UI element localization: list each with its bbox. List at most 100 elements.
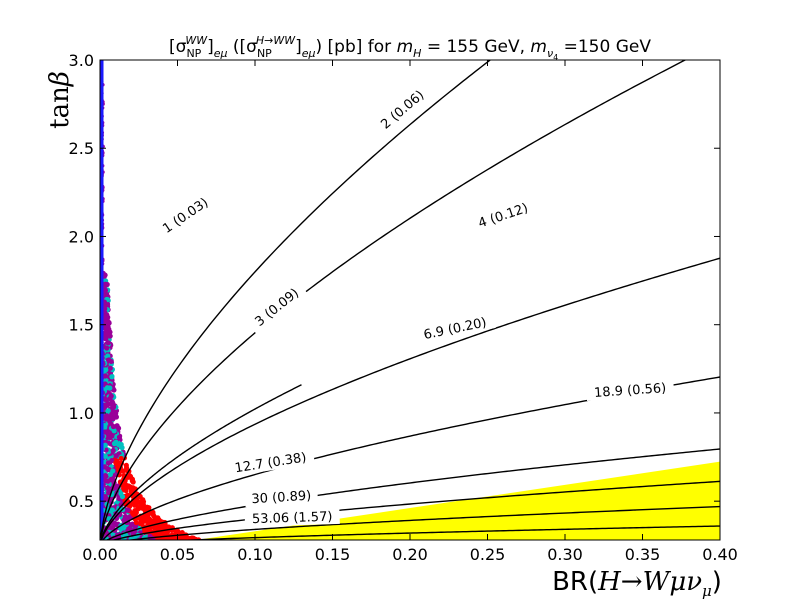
x-tick-label: 0.35 [625, 545, 661, 564]
scatter-point [151, 518, 157, 525]
scatter-point [123, 462, 129, 468]
y-tick-label: 3.0 [69, 51, 94, 70]
scatter-point [131, 502, 137, 508]
scatter-point [123, 486, 129, 493]
x-tick-label: 0.10 [237, 545, 273, 564]
plot-area: 1 (0.03) 2 (0.06) 3 (0.09) 4 (0.12) 6.9 (0.2… [100, 60, 720, 540]
scatter-point [109, 374, 115, 380]
contour-label-bg [414, 312, 496, 345]
scatter-point [113, 521, 120, 528]
x-tick-label: 0.20 [392, 545, 428, 564]
contour-line [125, 505, 720, 540]
scatter-point [106, 357, 112, 363]
scatter-point [105, 340, 111, 346]
scatter-point [143, 527, 149, 533]
contour-label-bg [246, 280, 308, 334]
scatter-point [133, 519, 139, 526]
scatter-point [118, 455, 124, 462]
scatter-point [128, 486, 135, 493]
x-tick-label: 0.25 [470, 545, 506, 564]
scatter-points [100, 76, 202, 540]
scatter-point [145, 513, 151, 519]
contour-label: 53.06 (1.57) [252, 510, 333, 528]
x-tick-label: 0.05 [160, 545, 196, 564]
x-axis-label: BR(H→Wμνμ) [552, 567, 722, 600]
contour-label: 2 (0.06) [378, 88, 427, 133]
scatter-point [102, 478, 109, 484]
scatter-point [118, 502, 124, 508]
scatter-point [102, 335, 108, 342]
scatter-point [106, 319, 112, 326]
scatter-point [180, 536, 186, 540]
scatter-point [151, 514, 157, 520]
scatter-point [111, 428, 117, 434]
contour-label: 4 (0.12) [477, 201, 531, 232]
x-tick-label: 0.15 [315, 545, 351, 564]
contour-line [105, 448, 720, 540]
scatter-point [104, 345, 110, 351]
contour-line [100, 257, 720, 540]
contour-label: 6.9 (0.20) [422, 315, 488, 343]
scatter-point [129, 476, 135, 482]
axes: 0.00 0.05 0.10 0.15 0.20 0.25 0.30 0.35 0.40 0.5 1… [69, 51, 738, 564]
y-tick-label: 1.5 [69, 316, 94, 335]
contour-label-bg [244, 507, 340, 527]
scatter-point [103, 326, 109, 332]
scatter-point [105, 353, 111, 359]
scatter-point [132, 507, 138, 514]
scatter-point [107, 385, 113, 391]
scatter-point [104, 281, 110, 288]
scatter-point [103, 314, 109, 321]
plot-frame [99, 59, 721, 541]
scatter-point [107, 333, 113, 339]
scatter-point [119, 445, 125, 451]
contour-label: 30 (0.89) [251, 489, 312, 508]
scatter-point [105, 490, 112, 496]
scatter-point [102, 473, 108, 479]
contour-label-bg [244, 486, 319, 508]
scatter-point [102, 429, 108, 435]
scatter-point [110, 403, 116, 410]
scatter-point [138, 520, 144, 527]
scatter-point [102, 453, 108, 459]
scatter-point [107, 471, 114, 477]
scatter-point [102, 402, 108, 408]
contour-label-bg [372, 82, 433, 137]
y-tick-label: 2.5 [69, 139, 94, 158]
scatter-point [119, 493, 126, 500]
x-tick-label: 0.00 [82, 545, 118, 564]
scatter-point [115, 441, 122, 448]
scatter-point [113, 453, 119, 459]
scatter-point [188, 536, 194, 540]
y-axis-label: tanβ [45, 71, 75, 129]
contour-line [100, 60, 492, 537]
scatter-point [107, 365, 113, 371]
contour-label-bg [469, 197, 537, 234]
scatter-point [111, 441, 118, 447]
scatter-point [102, 373, 108, 379]
x-tick-label: 0.40 [702, 545, 738, 564]
scatter-point [125, 483, 132, 489]
scatter-point [105, 485, 111, 491]
contour-label-bg [226, 447, 315, 478]
contour-line [100, 60, 687, 539]
scatter-point [110, 447, 116, 454]
scatter-point [110, 423, 117, 430]
scatter-point [125, 507, 131, 513]
contour-label: 3 (0.09) [253, 286, 303, 330]
scatter-point [103, 367, 109, 373]
contour-label: 1 (0.03) [160, 195, 211, 236]
contour-label-bg [585, 379, 675, 401]
x-tick-label: 0.30 [547, 545, 583, 564]
contour-label: 18.9 (0.56) [594, 381, 667, 401]
scatter-point [138, 498, 145, 505]
contour-line [111, 480, 720, 540]
y-tick-label: 1.0 [69, 404, 94, 423]
y-tick-label: 2.0 [69, 227, 94, 246]
scatter-point [107, 395, 113, 402]
excluded-region [196, 461, 720, 540]
scatter-point [110, 416, 116, 422]
contour-line [100, 384, 302, 540]
scatter-point [112, 411, 118, 417]
